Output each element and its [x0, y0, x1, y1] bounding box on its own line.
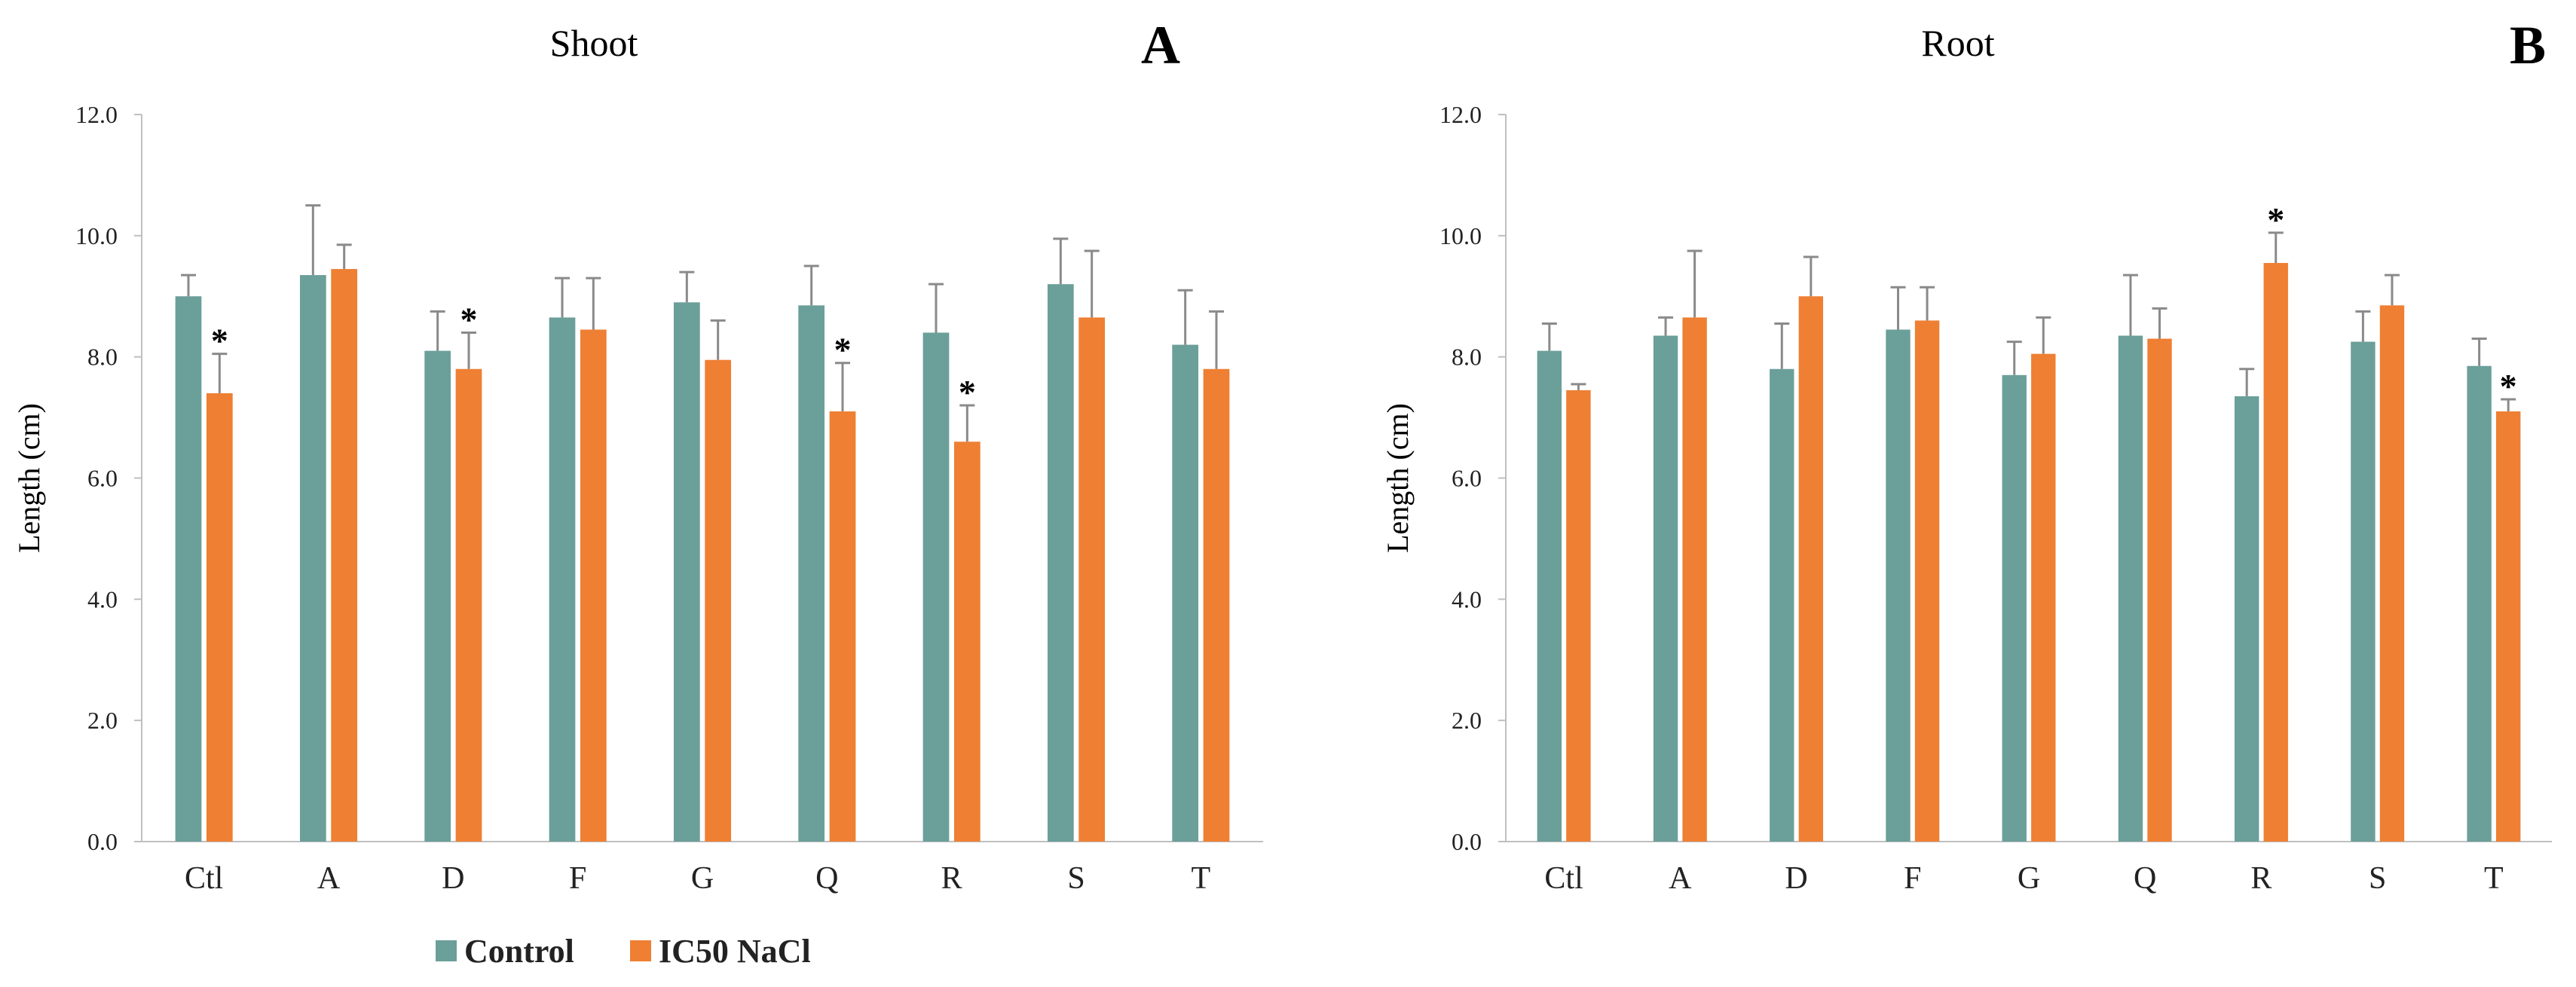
bar-control-g — [2002, 374, 2027, 842]
legend-label-nacl: IC50 NaCl — [659, 933, 811, 970]
y-axis-title: Length (cm) — [1381, 403, 1415, 553]
y-tick-label: 8.0 — [1452, 344, 1482, 371]
bar-nacl-q — [2147, 338, 2172, 842]
significance-marker: * — [2267, 200, 2284, 239]
bar-control-a — [299, 275, 326, 842]
bar-nacl-q — [829, 411, 856, 842]
bar-nacl-f — [580, 329, 607, 842]
bar-nacl-f — [1914, 320, 1940, 842]
bar-nacl-ctl — [206, 393, 233, 842]
y-tick-label: 4.0 — [1452, 585, 1482, 613]
y-tick-label: 6.0 — [87, 465, 118, 492]
x-tick-label: Ctl — [185, 861, 223, 896]
bar-nacl-r — [953, 442, 981, 842]
y-tick-label: 12.0 — [75, 101, 118, 128]
panel-label: A — [1141, 15, 1180, 75]
x-tick-label: G — [691, 861, 714, 896]
significance-marker: * — [834, 331, 852, 369]
y-tick-label: 10.0 — [1439, 222, 1482, 249]
bar-control-d — [1770, 368, 1794, 842]
bar-nacl-d — [455, 368, 482, 842]
significance-marker: * — [460, 301, 478, 339]
significance-marker: * — [2500, 367, 2517, 405]
y-tick-label: 0.0 — [1452, 828, 1482, 855]
legend-swatch-nacl — [630, 940, 651, 961]
y-tick-label: 4.0 — [87, 585, 118, 613]
bar-nacl-s — [2379, 305, 2405, 842]
y-tick-label: 2.0 — [1452, 707, 1482, 734]
bar-control-f — [1886, 329, 1911, 842]
x-tick-label: D — [442, 861, 464, 896]
panel-label: B — [2510, 15, 2546, 75]
bar-nacl-r — [2263, 263, 2288, 842]
x-tick-label: Q — [815, 861, 838, 896]
x-tick-label: F — [569, 861, 586, 896]
bar-nacl-d — [1798, 296, 1824, 842]
bar-nacl-t — [1203, 368, 1230, 842]
y-tick-label: 2.0 — [87, 707, 118, 734]
significance-marker: * — [211, 322, 228, 360]
bar-control-r — [922, 332, 950, 842]
bar-nacl-t — [2495, 411, 2521, 842]
x-tick-label: Q — [2134, 861, 2156, 896]
bar-control-q — [2118, 335, 2143, 842]
bar-control-f — [549, 317, 576, 842]
chart-title: Shoot — [550, 22, 638, 64]
bar-control-g — [673, 302, 700, 842]
chart-panel-root: Root B 0.0 2.0 4.0 6.0 8.0 10.0 12.0 Length (cm) C… — [1381, 15, 2552, 896]
y-tick-label: 8.0 — [87, 344, 118, 371]
bar-control-q — [798, 305, 825, 842]
legend-swatch-control — [436, 940, 457, 961]
x-tick-label: Ctl — [1544, 861, 1583, 896]
bar-nacl-g — [2031, 353, 2056, 842]
y-tick-label: 10.0 — [75, 222, 118, 249]
y-tick-label: 6.0 — [1452, 465, 1482, 492]
x-tick-label: T — [2484, 861, 2504, 896]
x-tick-label: R — [941, 861, 962, 896]
bar-control-s — [2351, 341, 2376, 842]
x-tick-label: F — [1904, 861, 1921, 896]
bar-nacl-ctl — [1566, 390, 1591, 842]
x-tick-label: S — [1067, 861, 1085, 896]
chart-panel-shoot: Shoot A 0.0 2.0 4.0 6.0 8.0 10.0 12.0 Length (cm)… — [12, 15, 1263, 896]
bar-nacl-g — [705, 359, 732, 842]
x-tick-label: R — [2250, 861, 2272, 896]
legend-label-control: Control — [464, 933, 574, 970]
y-tick-label: 0.0 — [87, 828, 118, 855]
bar-nacl-s — [1078, 317, 1106, 842]
bar-control-r — [2234, 396, 2259, 842]
x-tick-label: D — [1785, 861, 1807, 896]
bar-control-s — [1047, 284, 1074, 842]
y-tick-label: 12.0 — [1439, 101, 1482, 128]
bar-control-t — [2467, 365, 2492, 842]
x-tick-label: A — [1669, 861, 1692, 896]
bar-control-ctl — [175, 296, 202, 842]
bar-nacl-a — [331, 269, 358, 842]
x-tick-label: S — [2369, 861, 2386, 896]
significance-marker: * — [959, 373, 976, 411]
y-axis-title: Length (cm) — [12, 403, 46, 553]
x-tick-label: G — [2018, 861, 2040, 896]
bar-control-ctl — [1537, 350, 1562, 842]
chart-title: Root — [1921, 22, 1994, 64]
x-tick-label: A — [317, 861, 341, 896]
bar-control-a — [1653, 335, 1678, 842]
legend: Control IC50 NaCl — [436, 933, 811, 970]
bar-control-d — [424, 350, 451, 842]
x-tick-label: T — [1192, 861, 1211, 896]
bar-control-t — [1172, 344, 1199, 842]
bar-nacl-a — [1682, 317, 1707, 842]
